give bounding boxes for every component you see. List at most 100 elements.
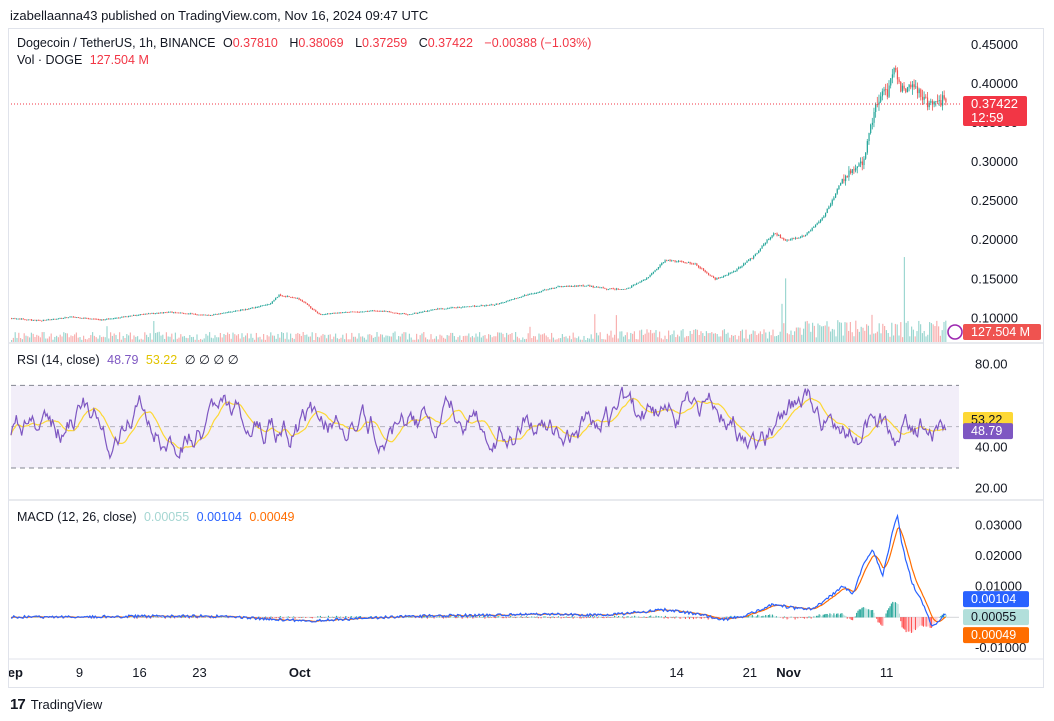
- candle-body: [861, 161, 863, 166]
- candle-body: [738, 267, 740, 270]
- volume-bar: [594, 314, 596, 342]
- macd-hist-bar: [418, 617, 420, 618]
- macd-hist-bar: [539, 617, 541, 618]
- macd-hist-bar: [695, 617, 697, 619]
- volume-bar: [61, 336, 63, 342]
- candle-body: [828, 206, 830, 209]
- volume-bar: [821, 326, 823, 342]
- chart-frame[interactable]: 0.450000.400000.350000.300000.250000.200…: [8, 28, 1044, 688]
- volume-bar: [453, 336, 455, 342]
- volume-bar: [659, 331, 661, 342]
- candle-body: [724, 275, 726, 277]
- volume-bar: [189, 335, 191, 342]
- candle-body: [544, 289, 546, 291]
- volume-bar: [945, 320, 947, 342]
- macd-hist-bar: [283, 617, 285, 619]
- volume-bar: [194, 339, 196, 342]
- candle-body: [440, 308, 442, 310]
- volume-bar: [417, 339, 419, 342]
- candle-body: [577, 285, 579, 287]
- rsi-title[interactable]: RSI (14, close): [17, 353, 100, 367]
- volume-bar: [644, 333, 646, 342]
- candle-body: [617, 288, 619, 290]
- candle-body: [393, 312, 395, 314]
- candle-body: [114, 318, 116, 319]
- candle-body: [149, 313, 151, 315]
- macd-hist-bar: [912, 617, 914, 633]
- macd-hist-bar: [199, 617, 201, 618]
- macd-hist-bar: [281, 616, 283, 618]
- candle-body: [784, 239, 787, 241]
- volume-bar: [689, 330, 691, 342]
- candle-body: [794, 237, 797, 239]
- symbol-name[interactable]: Dogecoin / TetherUS, 1h, BINANCE: [17, 36, 216, 50]
- volume-bar: [254, 339, 256, 342]
- candle-body: [754, 254, 756, 257]
- candle-body: [691, 263, 693, 265]
- candle-body: [134, 315, 136, 316]
- macd-hist-bar: [465, 615, 467, 618]
- candle-body: [204, 314, 207, 316]
- volume-bar: [542, 334, 544, 342]
- volume-bar: [16, 337, 18, 342]
- macd-hist-bar: [147, 617, 149, 619]
- candle-body: [906, 87, 909, 93]
- macd-hist-bar: [337, 615, 339, 618]
- candle-body: [517, 297, 519, 299]
- candle-body: [644, 279, 646, 281]
- macd-hist-bar: [487, 616, 489, 618]
- candle-body: [788, 239, 790, 241]
- candle-body: [482, 305, 484, 306]
- candle-body: [196, 314, 198, 316]
- macd-hist-tag-value: 0.00055: [971, 610, 1016, 624]
- macd-hist-bar: [888, 608, 890, 618]
- volume-bar: [345, 333, 347, 342]
- candle-body: [106, 318, 108, 320]
- volume-bar: [239, 338, 241, 342]
- volume-bar: [837, 320, 839, 342]
- macd-hist-bar: [355, 616, 358, 618]
- volume-bar: [57, 337, 59, 342]
- volume-bar: [155, 332, 157, 342]
- macd-hist-bar: [457, 616, 459, 618]
- macd-hist-bar: [543, 616, 545, 618]
- change-value: −0.00388 (−1.03%): [484, 36, 592, 50]
- volume-bar: [842, 335, 844, 342]
- volume-bar: [758, 333, 760, 342]
- tradingview-brand[interactable]: 17 TradingView: [10, 696, 102, 713]
- candle-body: [804, 234, 807, 237]
- candle-body: [674, 260, 676, 262]
- macd-hist-bar: [573, 616, 576, 618]
- macd-title[interactable]: MACD (12, 26, close): [17, 510, 137, 524]
- candle-body: [500, 302, 502, 304]
- volume-bar: [165, 332, 167, 342]
- volume-bar: [320, 335, 322, 342]
- candle-body: [335, 312, 337, 314]
- chart-canvas[interactable]: 0.450000.400000.350000.300000.250000.200…: [9, 29, 1043, 687]
- macd-hist-bar: [702, 617, 704, 618]
- candle-body: [913, 84, 915, 88]
- volume-label[interactable]: Vol · DOGE: [17, 53, 83, 67]
- volume-bar: [117, 339, 119, 342]
- candle-body: [514, 298, 516, 300]
- candle-body: [484, 305, 486, 307]
- candle-body: [599, 287, 601, 289]
- volume-bar: [669, 335, 671, 342]
- candle-body: [494, 304, 496, 306]
- volume-bar: [180, 334, 182, 342]
- candle-body: [365, 311, 367, 313]
- volume-bar: [592, 338, 594, 342]
- macd-hist-bar: [430, 617, 432, 618]
- macd-hist-bar: [618, 615, 620, 618]
- candle-body: [679, 261, 681, 262]
- candle-body: [47, 319, 49, 321]
- candle-body: [485, 305, 487, 306]
- volume-bar: [333, 336, 335, 342]
- volume-bar: [619, 331, 621, 342]
- volume-bar: [774, 336, 776, 342]
- macd-hist-bar: [266, 617, 268, 619]
- candle-body: [641, 281, 643, 282]
- candle-body: [139, 314, 141, 315]
- candle-body: [255, 307, 257, 308]
- macd-hist-bar: [277, 617, 279, 618]
